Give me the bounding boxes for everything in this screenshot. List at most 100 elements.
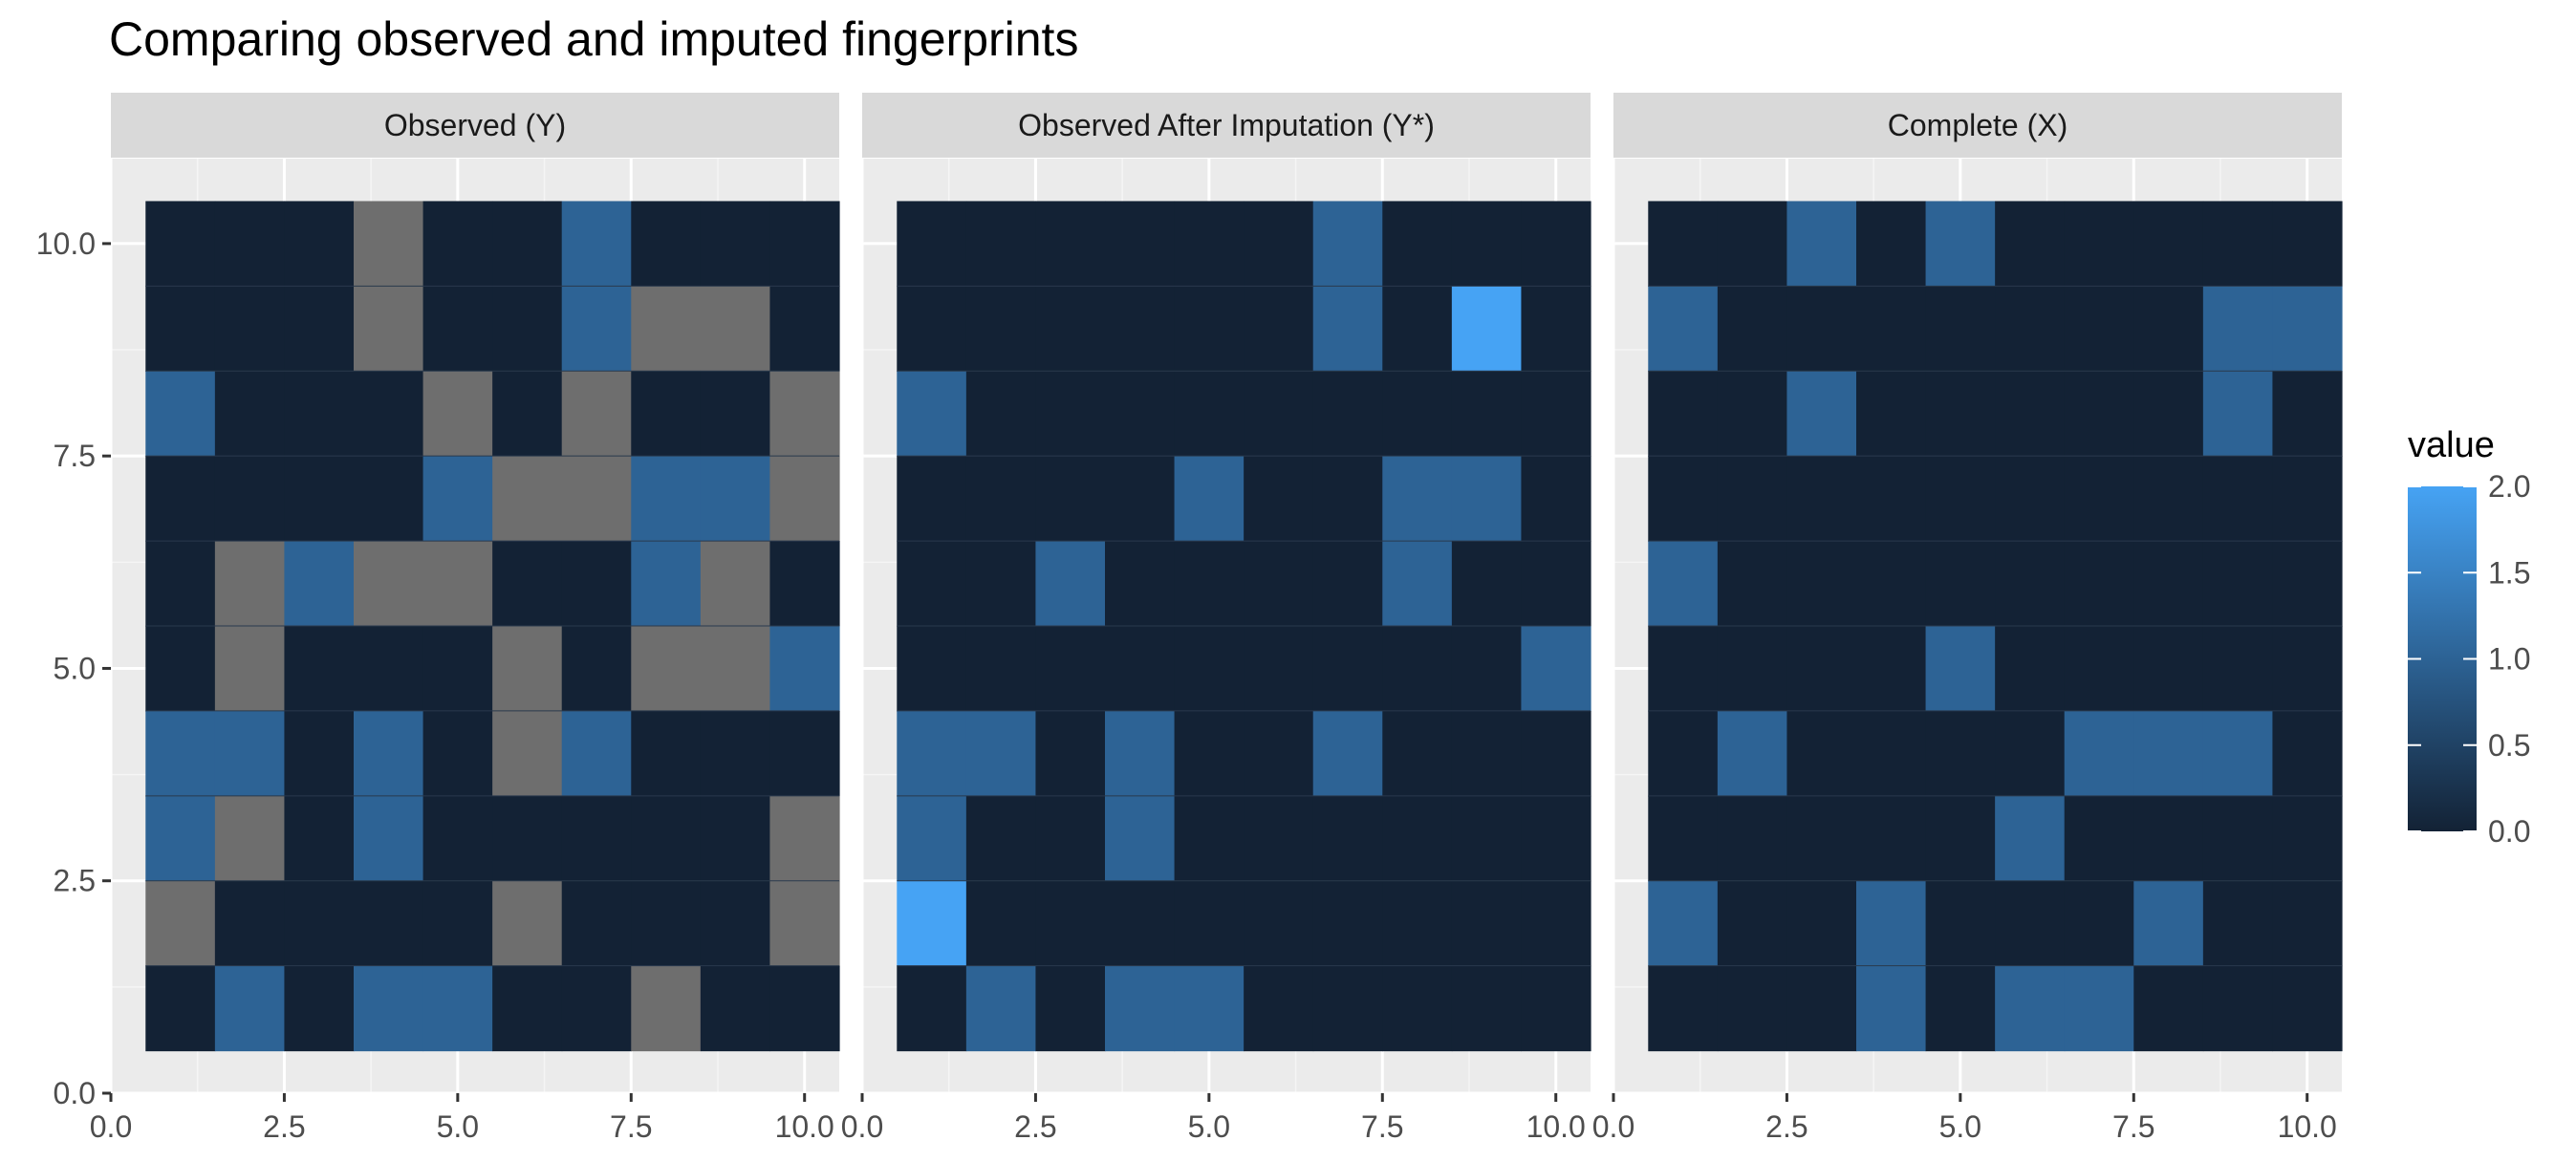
- heatmap-tile: [769, 795, 840, 882]
- heatmap-tile: [897, 371, 967, 457]
- x-tick-label: 10.0: [775, 1109, 834, 1144]
- heatmap-tile: [769, 201, 840, 287]
- heatmap-tile: [1451, 456, 1523, 542]
- heatmap-tile: [354, 371, 424, 457]
- y-tick-label: 10.0: [36, 226, 96, 261]
- heatmap-tile: [631, 965, 702, 1052]
- heatmap-tile: [2272, 541, 2343, 627]
- heatmap-tile: [1648, 371, 1719, 457]
- heatmap-tile: [1995, 795, 2066, 882]
- heatmap-tile: [1717, 541, 1788, 627]
- heatmap-tile: [1648, 710, 1719, 797]
- heatmap-tile: [1105, 965, 1176, 1052]
- heatmap-tile: [1244, 371, 1314, 457]
- facet-strip-label: Observed After Imputation (Y*): [1018, 108, 1435, 142]
- heatmap-tile: [1035, 201, 1106, 287]
- heatmap-tile: [1105, 880, 1176, 967]
- heatmap-tile: [1925, 795, 1996, 882]
- heatmap-tile: [2133, 880, 2204, 967]
- heatmap-tile: [1717, 710, 1788, 797]
- heatmap-tile: [1786, 286, 1857, 372]
- heatmap-tile: [700, 795, 771, 882]
- heatmap-tile: [1856, 965, 1927, 1052]
- heatmap-tile: [700, 541, 771, 627]
- heatmap-tile: [284, 201, 355, 287]
- heatmap-tile: [214, 795, 286, 882]
- heatmap-tile: [422, 286, 493, 372]
- heatmap-tile: [354, 541, 424, 627]
- heatmap-tile: [2064, 880, 2134, 967]
- heatmap-tile: [284, 795, 355, 882]
- heatmap-tile: [897, 795, 967, 882]
- x-tick-label: 2.5: [1014, 1109, 1056, 1144]
- heatmap-tile: [1244, 965, 1314, 1052]
- heatmap-tile: [561, 371, 632, 457]
- heatmap-tile: [214, 371, 286, 457]
- heatmap-tile: [2202, 880, 2274, 967]
- x-tick-label: 7.5: [1361, 1109, 1403, 1144]
- heatmap-tile: [1717, 201, 1788, 287]
- x-tick-label: 2.5: [1765, 1109, 1808, 1144]
- x-tick-label: 10.0: [1526, 1109, 1586, 1144]
- heatmap-tile: [1925, 710, 1996, 797]
- heatmap-tile: [1717, 371, 1788, 457]
- heatmap-tile: [1717, 965, 1788, 1052]
- heatmap-tile: [2133, 286, 2204, 372]
- heatmap-tile: [2064, 286, 2134, 372]
- heatmap-tile: [1786, 880, 1857, 967]
- heatmap-tile: [2064, 541, 2134, 627]
- x-tick-label: 2.5: [263, 1109, 305, 1144]
- heatmap-tile: [1521, 456, 1591, 542]
- heatmap-tile: [354, 456, 424, 542]
- heatmap-tile: [1174, 795, 1245, 882]
- heatmap-tile: [354, 965, 424, 1052]
- heatmap-tile: [2064, 795, 2134, 882]
- heatmap-tile: [1786, 965, 1857, 1052]
- heatmap-tile: [1174, 201, 1245, 287]
- heatmap-tile: [1035, 286, 1106, 372]
- heatmap-tile: [769, 456, 840, 542]
- heatmap-tile: [492, 710, 563, 797]
- heatmap-tile: [965, 456, 1037, 542]
- heatmap-tile: [1925, 201, 1996, 287]
- heatmap-tile: [1451, 201, 1523, 287]
- heatmap-tile: [1521, 201, 1591, 287]
- heatmap-tile: [1105, 795, 1176, 882]
- heatmap-tile: [1382, 286, 1453, 372]
- heatmap-tile: [1856, 795, 1927, 882]
- heatmap-tile: [1856, 371, 1927, 457]
- heatmap-tile: [561, 965, 632, 1052]
- heatmap-tile: [214, 201, 286, 287]
- heatmap-tile: [1244, 880, 1314, 967]
- heatmap-tile: [2202, 541, 2274, 627]
- heatmap-tile: [897, 710, 967, 797]
- heatmap-tile: [1786, 371, 1857, 457]
- legend-tick-label: 2.0: [2488, 469, 2530, 504]
- heatmap-tile: [2272, 371, 2343, 457]
- heatmap-tile: [492, 371, 563, 457]
- heatmap-tile: [492, 201, 563, 287]
- heatmap-tile: [284, 880, 355, 967]
- heatmap-tile: [1382, 795, 1453, 882]
- heatmap-tile: [1244, 286, 1314, 372]
- heatmap-tile: [354, 795, 424, 882]
- heatmap-tile: [1521, 286, 1591, 372]
- heatmap-tile: [1451, 965, 1523, 1052]
- heatmap-tile: [1105, 201, 1176, 287]
- heatmap-tile: [492, 965, 563, 1052]
- heatmap-tile: [2202, 371, 2274, 457]
- heatmap-tile: [1648, 201, 1719, 287]
- heatmap-tile: [1382, 710, 1453, 797]
- heatmap-tile: [2202, 710, 2274, 797]
- heatmap-tile: [422, 371, 493, 457]
- heatmap-tile: [2202, 456, 2274, 542]
- heatmap-tile: [700, 626, 771, 712]
- heatmap-tile: [700, 880, 771, 967]
- heatmap-tile: [631, 880, 702, 967]
- heatmap-tile: [1174, 541, 1245, 627]
- heatmap-tile: [700, 965, 771, 1052]
- heatmap-tile: [631, 710, 702, 797]
- heatmap-tile: [145, 541, 216, 627]
- heatmap-tile: [1856, 456, 1927, 542]
- legend-tick-label: 1.0: [2488, 642, 2530, 677]
